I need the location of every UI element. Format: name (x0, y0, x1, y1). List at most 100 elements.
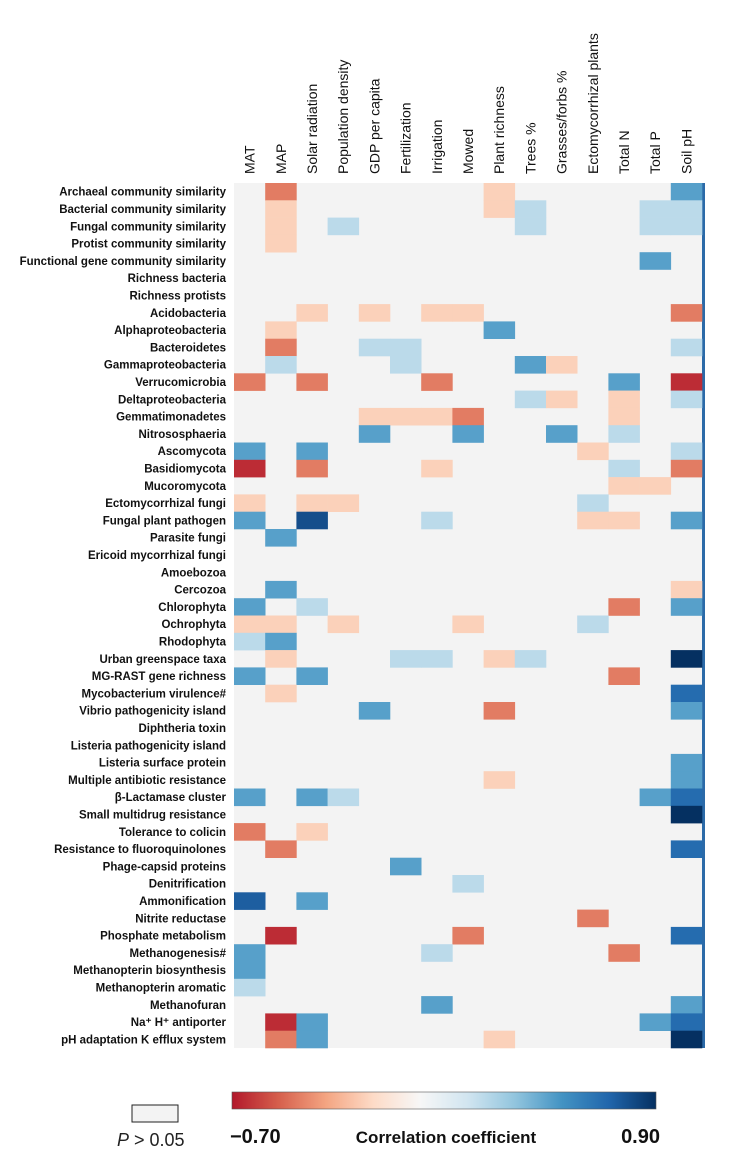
heatmap-cell (327, 494, 360, 512)
heatmap-cell (265, 200, 297, 218)
heatmap-cell (265, 650, 297, 668)
row-label: Fungal plant pathogen (103, 515, 226, 527)
row-label: Acidobacteria (150, 308, 227, 320)
heatmap-cell (265, 840, 297, 858)
column-label: GDP per capita (366, 78, 382, 174)
heatmap-cell (265, 926, 297, 945)
heatmap-cell (327, 788, 360, 807)
heatmap-cell (670, 1013, 703, 1031)
heatmap-cell (234, 788, 266, 807)
heatmap-cell (265, 580, 297, 599)
row-label: Rhodophyta (159, 636, 227, 648)
row-label: Ammonification (139, 896, 226, 908)
column-label: Population density (335, 60, 351, 174)
heatmap-cell (358, 702, 391, 720)
heatmap-cell (296, 442, 328, 461)
heatmap-cell (452, 615, 484, 634)
heatmap-cell (577, 909, 609, 928)
colorbar-title: Correlation coefficient (356, 1128, 537, 1147)
heatmap-cell (608, 667, 640, 685)
heatmap-cell (452, 875, 484, 893)
heatmap-cell (390, 857, 422, 876)
heatmap-cell (639, 477, 672, 495)
heatmap-cell (265, 684, 297, 703)
column-label: Total N (616, 130, 632, 174)
heatmap-cell (670, 390, 703, 409)
row-label: pH adaptation K efflux system (61, 1034, 226, 1046)
heatmap-cell (265, 615, 297, 634)
row-label: Protist community similarity (71, 239, 226, 251)
heatmap-right-edge (702, 183, 705, 1048)
heatmap-cell (577, 511, 609, 530)
heatmap-cell (514, 356, 547, 374)
row-label: Phage-capsid proteins (103, 861, 226, 873)
heatmap-cell (296, 598, 328, 616)
row-label: Archaeal community similarity (59, 187, 226, 199)
heatmap-cell (296, 511, 328, 530)
heatmap-cell (608, 407, 640, 426)
row-label: Na⁺ H⁺ antiporter (131, 1017, 227, 1029)
colorbar-max-label: 0.90 (621, 1126, 660, 1148)
heatmap-cell (358, 425, 391, 443)
heatmap-cell (390, 338, 422, 357)
row-label: Fungal community similarity (70, 221, 227, 233)
heatmap-cell (670, 702, 703, 720)
heatmap-cell (608, 373, 640, 391)
row-label: Basidiomycota (144, 463, 226, 475)
heatmap-cell (421, 511, 453, 530)
heatmap-cell (390, 407, 422, 426)
heatmap-cell (608, 598, 640, 616)
heatmap-cell (296, 823, 328, 841)
heatmap-cell (546, 390, 578, 409)
row-label: Tolerance to colicin (119, 827, 226, 839)
heatmap-cell (421, 944, 453, 962)
heatmap-cell (358, 304, 391, 322)
row-label: Functional gene community similarity (20, 256, 227, 268)
heatmap-cell (546, 356, 578, 374)
nonsignificant-swatch (131, 1104, 179, 1123)
row-label: Denitrification (149, 879, 226, 891)
heatmap-cell (390, 650, 422, 668)
column-label: Total P (647, 131, 663, 174)
heatmap-cell (670, 1030, 703, 1049)
heatmap-cell (296, 304, 328, 322)
heatmap-cell (327, 615, 360, 634)
row-label: Richness bacteria (128, 273, 227, 285)
heatmap-cell (670, 338, 703, 357)
heatmap-cell (670, 459, 703, 478)
heatmap-cell (234, 494, 266, 512)
heatmap-cell (358, 338, 391, 357)
heatmap-cell (577, 494, 609, 512)
heatmap-cell (670, 304, 703, 322)
heatmap-cell (296, 1013, 328, 1031)
column-label: Fertilization (398, 102, 414, 174)
heatmap-cell (421, 650, 453, 668)
heatmap-cell (234, 961, 266, 980)
heatmap-cell (670, 442, 703, 461)
row-label: Deltaproteobacteria (118, 394, 227, 406)
heatmap-cell (483, 200, 516, 218)
heatmap-cell (670, 788, 703, 807)
row-label: Parasite fungi (150, 533, 226, 545)
heatmap-cell (483, 702, 516, 720)
heatmap-cell (234, 892, 266, 910)
column-label: Plant richness (491, 86, 507, 174)
heatmap-cell (265, 1030, 297, 1049)
row-label: Alphaproteobacteria (114, 325, 226, 337)
heatmap-cell (234, 598, 266, 616)
heatmap-cell (452, 304, 484, 322)
heatmap-cell (234, 667, 266, 685)
row-label: β-Lactamase cluster (115, 792, 227, 804)
row-label: Gammaproteobacteria (104, 360, 227, 372)
row-label: Methanopterin biosynthesis (73, 965, 226, 977)
heatmap-cell (514, 217, 547, 236)
heatmap-cell (234, 944, 266, 962)
heatmap-cell (608, 944, 640, 962)
heatmap-cell (670, 511, 703, 530)
heatmap-cell (265, 234, 297, 253)
row-label: Ectomycorrhizal fungi (105, 498, 226, 510)
heatmap-cell (452, 407, 484, 426)
heatmap-cell (670, 771, 703, 789)
heatmap-cell (546, 425, 578, 443)
heatmap-cell (234, 511, 266, 530)
